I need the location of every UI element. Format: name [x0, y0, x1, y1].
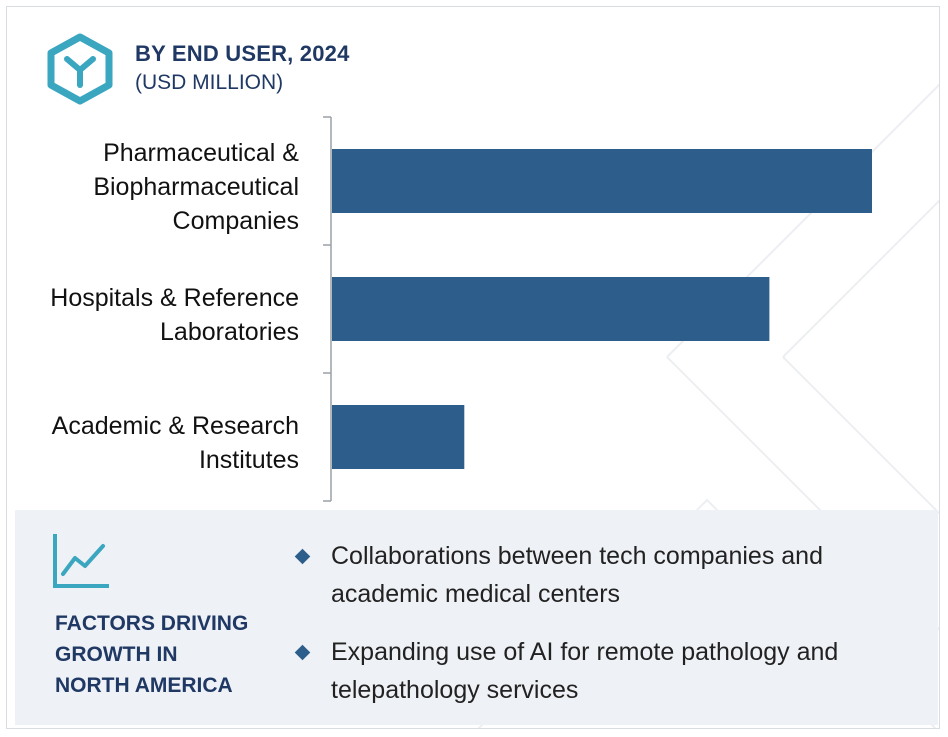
infographic-card: BY END USER, 2024 (USD MILLION) Pharmace…	[6, 6, 940, 729]
factor-text: Expanding use of AI for remote pathology…	[331, 638, 839, 704]
factors-panel: FACTORS DRIVING GROWTH IN NORTH AMERICA …	[15, 510, 938, 725]
chart-title: BY END USER, 2024	[135, 41, 350, 66]
hexagon-y-logo-icon	[47, 33, 113, 105]
bar-chart	[323, 116, 872, 502]
category-label: Hospitals & Reference Laboratories	[50, 284, 299, 346]
bar-2	[332, 405, 465, 469]
trend-line-chart-icon	[53, 534, 109, 588]
category-label: Pharmaceutical & Biopharmaceutical Compa…	[93, 139, 299, 235]
bar-1	[332, 277, 770, 341]
diamond-bullet-icon	[294, 644, 311, 661]
bar-0	[332, 149, 872, 213]
diamond-bullet-icon	[294, 548, 311, 565]
factor-text: Collaborations between tech companies an…	[331, 542, 823, 608]
chart-subtitle: (USD MILLION)	[135, 71, 284, 94]
category-label: Academic & Research Institutes	[51, 412, 299, 474]
factors-title: FACTORS DRIVING GROWTH IN NORTH AMERICA	[55, 612, 249, 697]
